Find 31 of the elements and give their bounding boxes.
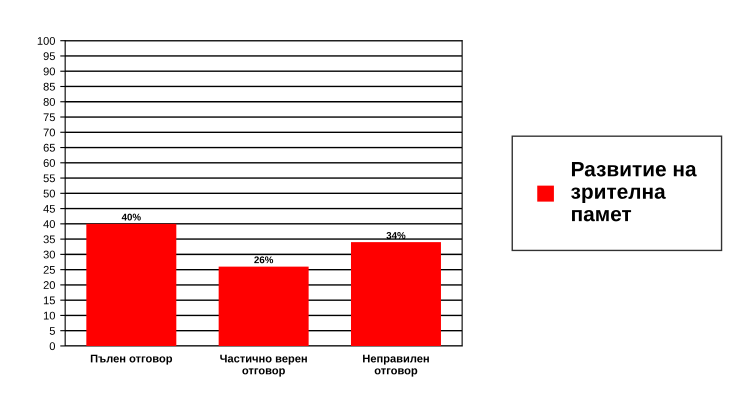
x-tick-label: Пълен отговор [90, 354, 172, 365]
y-tick-label: 80 [44, 98, 56, 106]
y-tick-label: 100 [38, 36, 56, 45]
y-tick-label: 35 [44, 235, 55, 244]
bar [218, 266, 309, 346]
y-tick-label: 60 [44, 159, 56, 167]
y-tick-label: 95 [44, 52, 55, 60]
y-tick-label: 15 [44, 296, 55, 304]
y-tick-label: 5 [50, 327, 55, 335]
y-tick-label: 75 [44, 113, 55, 122]
data-label: 40% [122, 214, 141, 221]
data-label: 34% [386, 232, 406, 239]
data-label: 26% [254, 256, 274, 264]
y-tick-label: 45 [43, 204, 55, 213]
legend-label: Развитие на зрителна памет [571, 162, 697, 222]
y-tick-label: 65 [44, 144, 55, 152]
y-tick-label: 10 [44, 312, 56, 320]
y-tick-label: 30 [44, 250, 56, 259]
y-tick-label: 90 [44, 67, 56, 76]
y-tick-label: 20 [44, 281, 56, 290]
y-tick-label: 55 [44, 174, 55, 182]
x-tick-label: Неправилен отговор [363, 354, 429, 377]
y-tick-label: 85 [44, 82, 55, 91]
y-tick-label: 0 [50, 342, 56, 350]
y-tick-label: 50 [44, 190, 56, 198]
y-tick-label: 25 [44, 266, 55, 274]
y-tick-label: 40 [43, 220, 56, 228]
bar [350, 242, 441, 346]
y-tick-label: 70 [44, 128, 56, 136]
x-tick-label: Частично верен отговор [220, 354, 307, 377]
bar [86, 224, 176, 346]
